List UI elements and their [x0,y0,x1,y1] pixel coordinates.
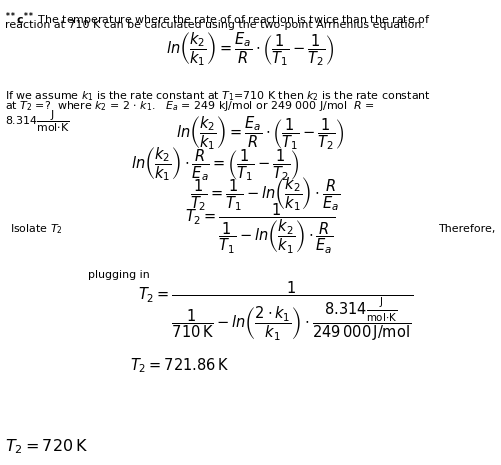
Text: plugging in: plugging in [88,270,149,280]
Text: at $T_2$ =?  where $k_2$ = 2 $\cdot$ $k_1$.   $E_a$ = 249 kJ/mol or 249 000 J/mo: at $T_2$ =? where $k_2$ = 2 $\cdot$ $k_1… [5,99,375,113]
Text: $T_2 = \dfrac{1}{\dfrac{1}{710\,\mathrm{K}} - ln\left(\dfrac{2 \cdot k_1}{k_1}\r: $T_2 = \dfrac{1}{\dfrac{1}{710\,\mathrm{… [138,280,413,343]
Text: $8.314\dfrac{\mathrm{J}}{\mathrm{mol{\cdot}K}}$: $8.314\dfrac{\mathrm{J}}{\mathrm{mol{\cd… [5,109,70,134]
Text: $\mathbf{^{**}c^{**}}$ The temperature where the rate of of reaction is twice th: $\mathbf{^{**}c^{**}}$ The temperature w… [5,10,430,29]
Text: $\dfrac{1}{T_2} = \dfrac{1}{T_1} - ln\left(\dfrac{k_2}{k_1}\right) \cdot \dfrac{: $\dfrac{1}{T_2} = \dfrac{1}{T_1} - ln\le… [190,175,341,213]
Text: $T_2 = 721.86\,\mathrm{K}$: $T_2 = 721.86\,\mathrm{K}$ [130,357,229,375]
Text: $ln\left(\dfrac{k_2}{k_1}\right) = \dfrac{E_a}{R} \cdot \left(\dfrac{1}{T_1} - \: $ln\left(\dfrac{k_2}{k_1}\right) = \dfra… [166,30,335,68]
Text: Isolate $T_2$: Isolate $T_2$ [10,222,63,236]
Text: $T_2 = 720\,\mathrm{K}$: $T_2 = 720\,\mathrm{K}$ [5,437,88,456]
Text: reaction at 710 K can be calculated using the two-point Arrhenius equation.: reaction at 710 K can be calculated usin… [5,20,425,30]
Text: $T_2 = \dfrac{1}{\dfrac{1}{T_1} - ln\left(\dfrac{k_2}{k_1}\right) \cdot \dfrac{R: $T_2 = \dfrac{1}{\dfrac{1}{T_1} - ln\lef… [185,201,336,256]
Text: $ln\left(\dfrac{k_2}{k_1}\right) = \dfrac{E_a}{R} \cdot \left(\dfrac{1}{T_1} - \: $ln\left(\dfrac{k_2}{k_1}\right) = \dfra… [176,113,345,152]
Text: $ln\left(\dfrac{k_2}{k_1}\right) \cdot \dfrac{R}{E_a} = \left(\dfrac{1}{T_1} - \: $ln\left(\dfrac{k_2}{k_1}\right) \cdot \… [131,145,300,183]
Text: If we assume $k_1$ is the rate constant at $T_1$=710 K then $k_2$ is the rate co: If we assume $k_1$ is the rate constant … [5,89,431,103]
Text: Therefore,: Therefore, [438,224,496,234]
